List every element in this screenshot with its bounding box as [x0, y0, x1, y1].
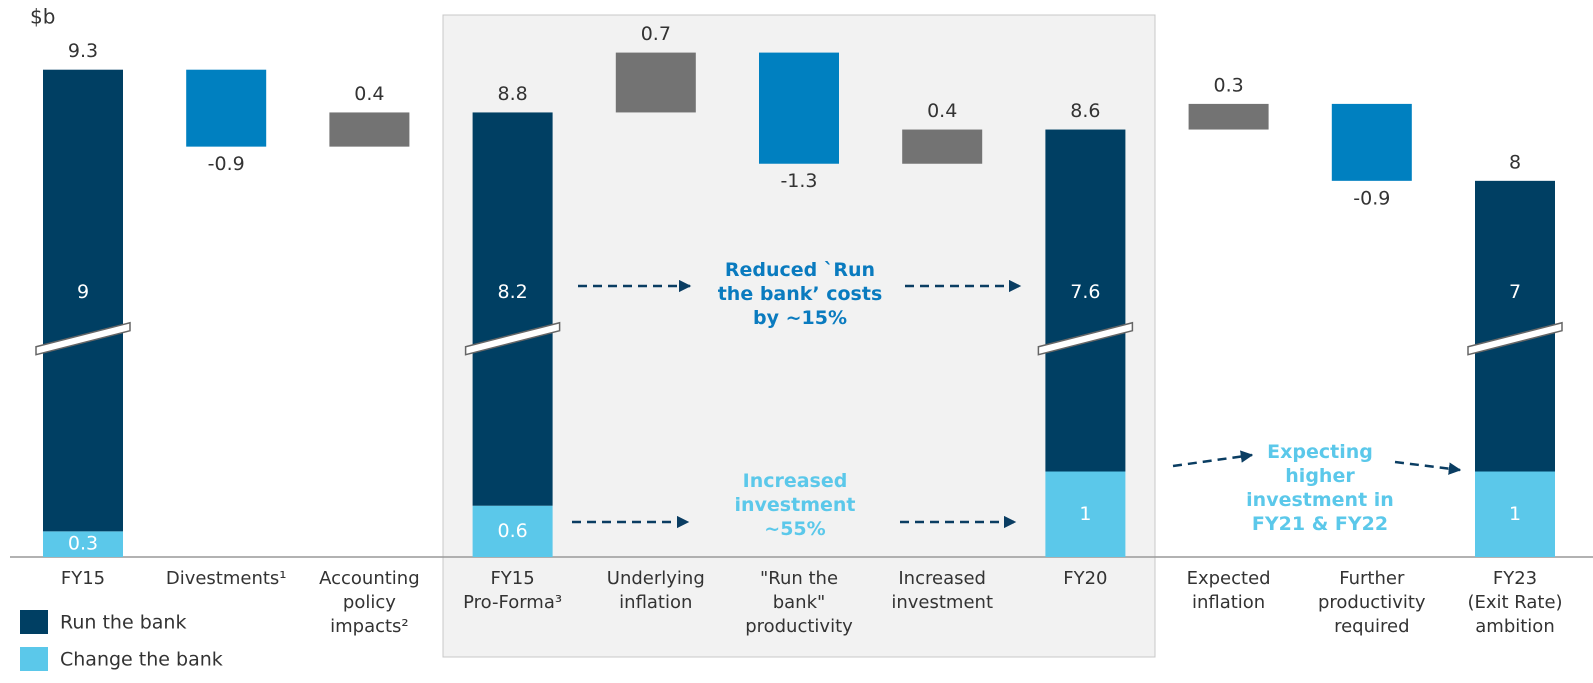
total-label: 9.3: [68, 40, 98, 62]
segment-label: 7.6: [1070, 281, 1100, 303]
bar-segment: [472, 112, 553, 506]
x-tick-label: Further productivity required: [1317, 568, 1426, 637]
step-label: 0.7: [641, 23, 671, 45]
segment-label: 0.3: [68, 533, 98, 555]
total-label: 8.8: [497, 83, 527, 105]
bar-segment: [1045, 471, 1126, 557]
legend-label: Run the bank: [60, 612, 186, 634]
x-tick-label: Increased investment: [891, 568, 994, 613]
axis-break: [35, 321, 131, 356]
axis-break: [1467, 321, 1563, 356]
total-label: 8.6: [1070, 100, 1100, 122]
bar-segment: [43, 531, 123, 557]
annotation: Expecting higher investment in FY21 & FY…: [1246, 441, 1394, 535]
step-bar: [1331, 103, 1412, 181]
bar-segment: [43, 69, 123, 532]
step-bar: [1188, 103, 1269, 130]
total-label: 8: [1509, 151, 1521, 173]
x-tick-label: Expected inflation: [1186, 568, 1271, 613]
x-tick-label: FY15: [60, 568, 106, 589]
axis-break: [464, 321, 561, 356]
x-tick-label: FY15 Pro-Forma³: [463, 568, 563, 613]
segment-label: 8.2: [497, 281, 527, 303]
step-bar: [615, 52, 696, 113]
annotation: Increased investment ~55%: [734, 470, 856, 540]
step-label: 0.4: [927, 100, 957, 122]
step-bar: [759, 52, 839, 164]
segment-label: 1: [1079, 503, 1091, 525]
y-axis-label: $b: [30, 5, 55, 29]
step-label: -1.3: [780, 170, 817, 192]
step-label: -0.9: [1353, 187, 1390, 209]
x-tick-label: FY20: [1063, 568, 1108, 589]
axis-break: [1037, 321, 1134, 356]
bar-segment: [472, 505, 553, 557]
segment-label: 9: [77, 281, 89, 303]
x-tick-label: Underlying inflation: [606, 568, 705, 613]
segment-label: 7: [1509, 281, 1521, 303]
segment-label: 1: [1509, 503, 1521, 525]
bar-segment: [1475, 180, 1555, 472]
x-tick-label: Divestments¹: [165, 568, 287, 589]
step-label: 0.3: [1213, 74, 1243, 96]
x-tick-label: "Run the bank" productivity: [745, 568, 853, 637]
segment-label: 0.6: [497, 520, 527, 542]
step-label: 0.4: [354, 83, 384, 105]
step-bar: [902, 129, 983, 164]
legend-label: Change the bank: [60, 649, 223, 671]
x-tick-label: Accounting policy impacts²: [319, 568, 420, 637]
annotation: Reduced `Run the bank’ costs by ~15%: [717, 259, 883, 329]
x-tick-label: FY23 (Exit Rate) ambition: [1467, 568, 1563, 637]
step-bar: [329, 112, 410, 147]
legend-swatch: [20, 647, 48, 671]
bar-segment: [1475, 471, 1555, 557]
legend-swatch: [20, 610, 48, 634]
bar-segment: [1045, 129, 1126, 472]
step-bar: [186, 69, 267, 147]
step-label: -0.9: [208, 153, 245, 175]
arrows: [572, 279, 1462, 529]
